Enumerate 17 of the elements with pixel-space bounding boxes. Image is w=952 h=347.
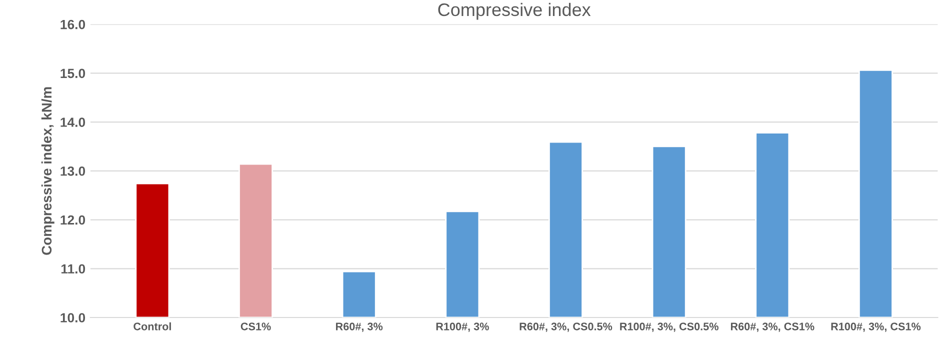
y-tick-label: 11.0: [61, 264, 86, 274]
y-tick-label: 16.0: [60, 20, 86, 30]
x-tick-label: R100#, 3%: [436, 322, 489, 332]
x-tick-label: R60#, 3%: [336, 322, 383, 332]
y-tick-label: 15.0: [60, 68, 86, 78]
x-tick-label: R100#, 3%, CS1%: [831, 322, 921, 332]
y-tick-label: 13.0: [60, 166, 86, 176]
x-tick-label: Control: [134, 322, 171, 330]
x-tick-label: R60#, 3%, CS0.5%: [520, 322, 612, 332]
chart-title: Compressive index: [438, 2, 591, 20]
x-tick-label: R60#, 3%, CS1%: [730, 322, 814, 332]
y-tick-label: 12.0: [60, 215, 86, 225]
x-tick-label: R100#, 3%, CS0.5%: [620, 322, 718, 332]
x-tick-label: CS1%: [240, 322, 271, 330]
y-axis-title: Compressive index, kN/m: [41, 87, 54, 255]
y-tick-label: 14.0: [60, 118, 86, 127]
y-tick-label: 10.0: [60, 313, 86, 322]
